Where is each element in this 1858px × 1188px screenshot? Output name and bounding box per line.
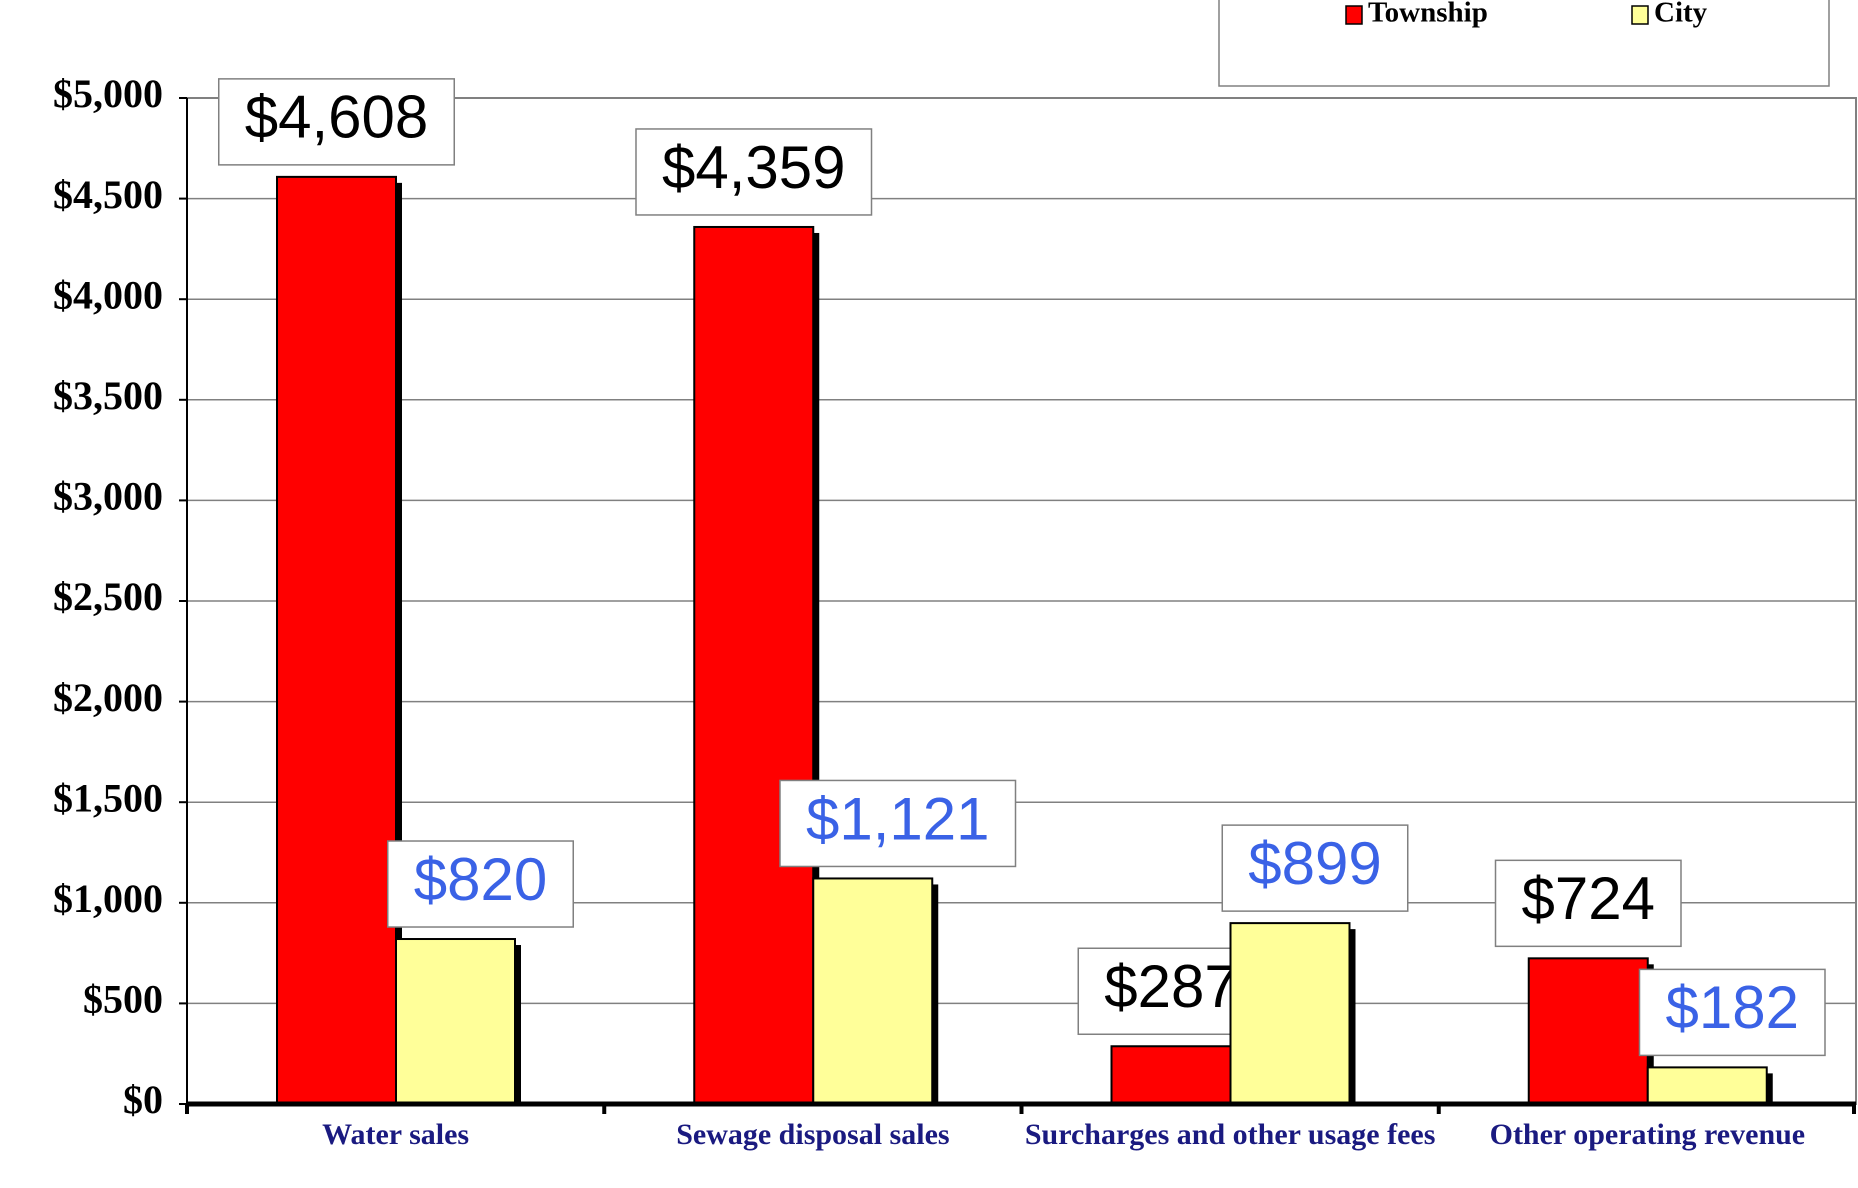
y-tick-label: $1,500 — [53, 775, 163, 820]
bar — [812, 877, 934, 1105]
bar — [1110, 1045, 1232, 1106]
y-tick-label: $3,500 — [53, 373, 163, 418]
legend-label: Township — [1368, 0, 1488, 29]
bar — [693, 225, 815, 1106]
bar — [276, 175, 397, 1105]
value-label-group: $1,121 — [779, 779, 1017, 868]
x-tick-label: Water sales — [322, 1118, 470, 1151]
value-label-box — [779, 779, 1017, 868]
bar — [1646, 1066, 1768, 1105]
x-label-box: Water sales — [322, 1118, 470, 1151]
value-label: $287 — [1104, 953, 1237, 1020]
y-tick-label: $5,000 — [53, 71, 163, 116]
x-tick-label: Other operating revenue — [1489, 1118, 1806, 1151]
value-label-group: $182 — [1638, 968, 1826, 1057]
x-label-box: Other operating revenue — [1489, 1118, 1806, 1151]
value-label: $724 — [1522, 865, 1655, 932]
value-label-group: $724 — [1494, 859, 1682, 948]
x-label-box: Surcharges and other usage fees — [1024, 1118, 1436, 1151]
value-label-group: $4,359 — [635, 128, 873, 216]
value-label-box — [635, 128, 873, 216]
y-tick-label: $4,000 — [53, 272, 163, 317]
value-label: $4,359 — [662, 134, 846, 201]
y-tick-label: $2,000 — [53, 675, 163, 720]
legend — [1218, 0, 1830, 87]
bar — [1229, 922, 1351, 1106]
x-tick-label: Surcharges and other usage fees — [1024, 1118, 1436, 1151]
value-label-group: $820 — [387, 840, 574, 928]
bar — [395, 938, 516, 1105]
bar — [1527, 957, 1649, 1105]
value-label-box — [217, 78, 456, 166]
value-label: $820 — [414, 846, 547, 913]
value-label-box — [1638, 968, 1826, 1057]
legend-swatch — [1345, 5, 1363, 25]
x-tick-label: Sewage disposal sales — [676, 1118, 950, 1151]
y-tick-label: $4,500 — [53, 172, 163, 217]
value-label-box — [1221, 824, 1409, 912]
y-tick-label: $0 — [123, 1077, 163, 1122]
value-label: $1,121 — [806, 785, 990, 852]
legend-swatch — [1631, 5, 1649, 25]
value-label: $182 — [1666, 974, 1799, 1041]
x-label-box: Sewage disposal sales — [676, 1118, 950, 1151]
value-label: $4,608 — [245, 84, 429, 151]
y-tick-label: $500 — [83, 977, 163, 1022]
value-label-box — [1494, 859, 1682, 948]
value-label: $899 — [1248, 830, 1381, 897]
legend-label: City — [1654, 0, 1708, 29]
value-label-group: $4,608 — [217, 78, 456, 166]
y-tick-label: $3,000 — [53, 474, 163, 519]
y-tick-label: $2,500 — [53, 574, 163, 619]
value-label-group: $899 — [1221, 824, 1409, 912]
y-tick-label: $1,000 — [53, 876, 163, 921]
value-label-box — [387, 840, 574, 928]
